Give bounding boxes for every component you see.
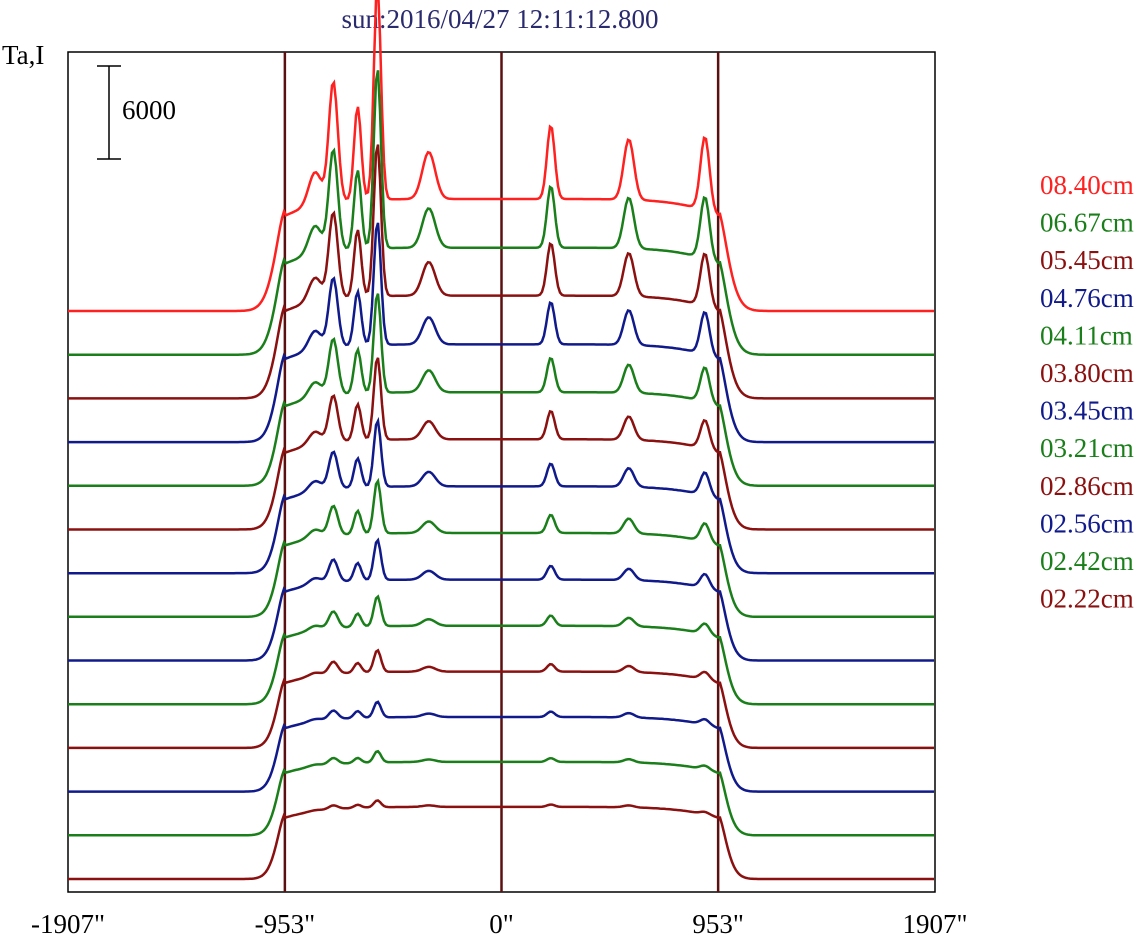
legend-entry-0: 08.40cm xyxy=(1040,170,1134,200)
series-line-6 xyxy=(68,416,934,575)
scale-bar: 6000 xyxy=(97,65,176,160)
series-line-4 xyxy=(68,293,934,488)
legend-entry-4: 04.11cm xyxy=(1040,320,1133,350)
series-line-7 xyxy=(68,477,934,619)
series-line-12 xyxy=(68,749,934,837)
reference-lines xyxy=(283,52,720,892)
x-tick-label-2: 0" xyxy=(489,909,514,939)
legend-entry-2: 05.45cm xyxy=(1040,245,1134,275)
x-tick-labels: -1907" -953" 0" 953" 1907" xyxy=(31,909,968,939)
legend-entry-7: 03.21cm xyxy=(1040,433,1134,463)
x-tick-label-4: 1907" xyxy=(902,909,967,939)
x-tick-label-1: -953" xyxy=(255,909,316,939)
y-axis-label: Ta,I xyxy=(2,40,44,70)
series-line-10 xyxy=(68,648,934,750)
x-tick-label-3: 953" xyxy=(692,909,744,939)
legend-entry-10: 02.42cm xyxy=(1040,546,1134,576)
series-line-8 xyxy=(68,537,934,662)
chart-title: sun:2016/04/27 12:11:12.800 xyxy=(341,4,658,34)
legend: 08.40cm 06.67cm 05.45cm 04.76cm 04.11cm 03.80… xyxy=(1040,170,1134,614)
series-group xyxy=(68,0,934,881)
series-line-0 xyxy=(68,0,934,313)
legend-entry-11: 02.22cm xyxy=(1040,584,1134,614)
series-line-1 xyxy=(68,70,934,356)
legend-entry-3: 04.76cm xyxy=(1040,283,1134,313)
legend-entry-8: 02.86cm xyxy=(1040,471,1134,501)
scale-bar-label: 6000 xyxy=(122,95,176,125)
series-line-9 xyxy=(68,594,934,706)
series-line-13 xyxy=(68,799,934,881)
legend-entry-9: 02.56cm xyxy=(1040,508,1134,538)
series-line-11 xyxy=(68,700,934,793)
x-tick-label-0: -1907" xyxy=(31,909,105,939)
legend-entry-5: 03.80cm xyxy=(1040,358,1134,388)
series-line-2 xyxy=(68,144,934,400)
series-line-3 xyxy=(68,222,934,444)
legend-entry-1: 06.67cm xyxy=(1040,208,1134,238)
series-line-5 xyxy=(68,357,934,531)
legend-entry-6: 03.45cm xyxy=(1040,396,1134,426)
